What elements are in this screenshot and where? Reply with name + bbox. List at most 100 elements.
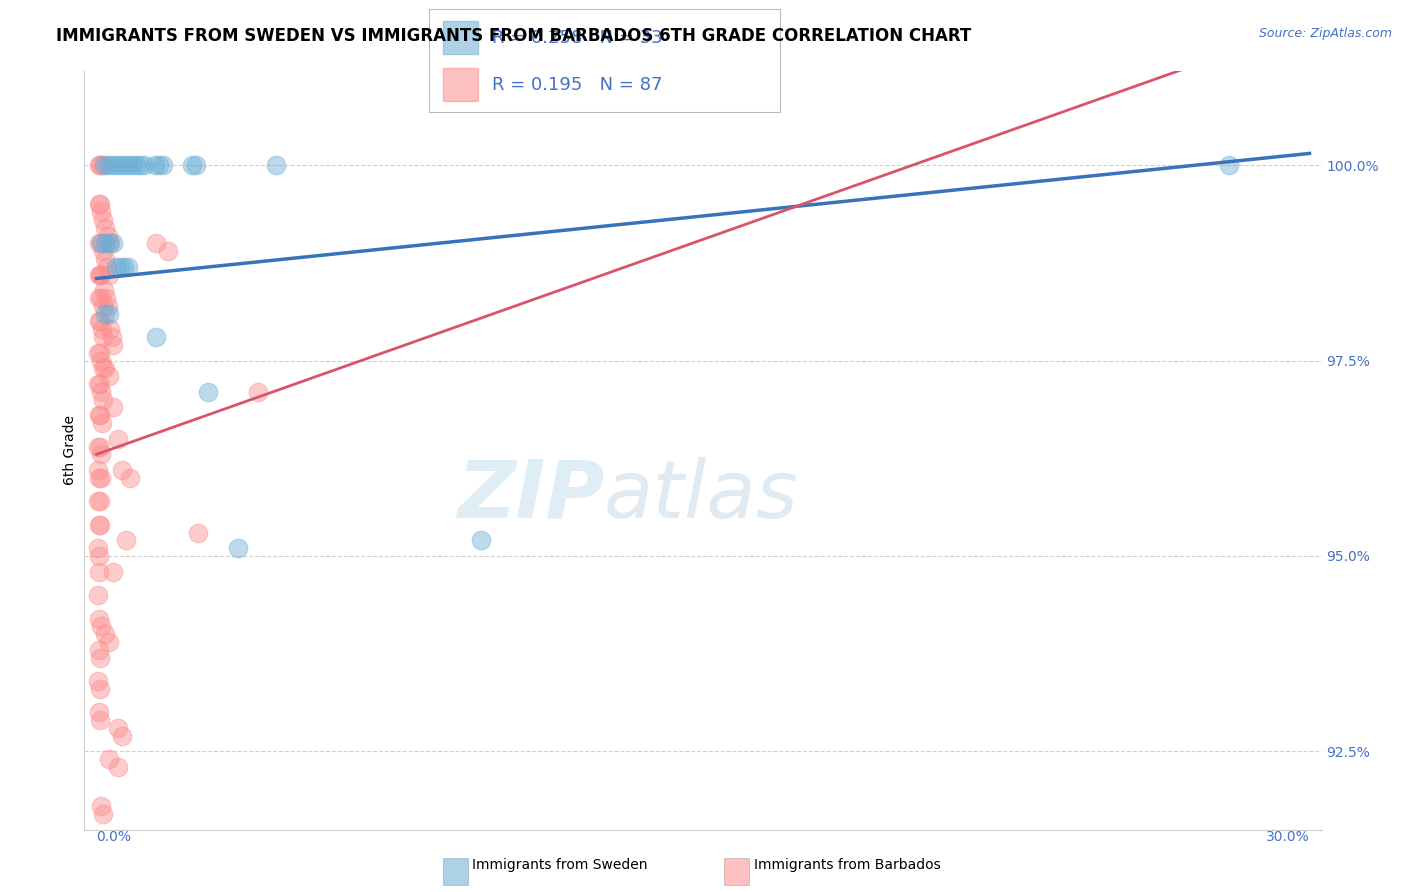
- Point: [98, 236, 121, 251]
- Point: [103, 338, 125, 352]
- Point: [145, 330, 167, 344]
- Point: [89, 713, 111, 727]
- Point: [91, 299, 114, 313]
- Text: R = 0.258   N = 33: R = 0.258 N = 33: [492, 29, 662, 46]
- Point: [90, 236, 112, 251]
- Point: [117, 158, 139, 172]
- Point: [187, 525, 209, 540]
- Point: [121, 158, 143, 172]
- Point: [87, 409, 110, 423]
- Point: [89, 517, 111, 532]
- Point: [98, 322, 121, 336]
- Point: [87, 236, 110, 251]
- Point: [98, 752, 121, 766]
- Text: R = 0.195   N = 87: R = 0.195 N = 87: [492, 76, 662, 94]
- Point: [90, 471, 112, 485]
- Point: [89, 494, 111, 508]
- Point: [152, 158, 174, 172]
- Point: [89, 158, 111, 172]
- Point: [91, 212, 114, 227]
- Point: [89, 681, 111, 696]
- Point: [93, 158, 115, 172]
- Point: [94, 307, 117, 321]
- Point: [87, 291, 110, 305]
- Text: Immigrants from Sweden: Immigrants from Sweden: [472, 858, 648, 872]
- Point: [89, 268, 111, 282]
- Point: [114, 533, 136, 548]
- Point: [90, 353, 112, 368]
- Point: [94, 361, 117, 376]
- Point: [90, 384, 112, 399]
- Point: [98, 369, 121, 384]
- Point: [87, 345, 110, 359]
- Point: [90, 158, 112, 172]
- Point: [93, 252, 115, 266]
- Point: [93, 806, 115, 821]
- Point: [87, 588, 110, 602]
- Text: ZIP: ZIP: [457, 457, 605, 535]
- Point: [118, 471, 141, 485]
- Point: [101, 330, 124, 344]
- Point: [247, 384, 270, 399]
- Point: [104, 260, 127, 274]
- Point: [87, 268, 110, 282]
- Point: [103, 565, 125, 579]
- Point: [470, 533, 492, 548]
- Text: Source: ZipAtlas.com: Source: ZipAtlas.com: [1258, 27, 1392, 40]
- Point: [266, 158, 288, 172]
- Point: [87, 517, 110, 532]
- Point: [180, 158, 202, 172]
- Point: [110, 463, 132, 477]
- Point: [90, 291, 112, 305]
- Point: [87, 314, 110, 328]
- Point: [184, 158, 207, 172]
- Point: [91, 392, 114, 407]
- Point: [112, 158, 135, 172]
- Text: Immigrants from Barbados: Immigrants from Barbados: [754, 858, 941, 872]
- Point: [112, 260, 135, 274]
- FancyBboxPatch shape: [443, 69, 478, 101]
- Point: [97, 268, 120, 282]
- Point: [90, 447, 112, 461]
- Point: [108, 158, 131, 172]
- Point: [89, 409, 111, 423]
- Point: [107, 721, 129, 735]
- Point: [97, 228, 120, 243]
- Point: [87, 674, 110, 689]
- Point: [89, 650, 111, 665]
- Point: [157, 244, 180, 259]
- Point: [98, 635, 121, 649]
- Point: [117, 260, 139, 274]
- Point: [89, 377, 111, 392]
- Point: [103, 401, 125, 415]
- Point: [87, 565, 110, 579]
- Point: [93, 330, 115, 344]
- Point: [97, 158, 120, 172]
- Point: [90, 268, 112, 282]
- Point: [94, 220, 117, 235]
- Point: [97, 299, 120, 313]
- Point: [89, 314, 111, 328]
- Point: [87, 706, 110, 720]
- Point: [87, 197, 110, 211]
- Point: [197, 384, 219, 399]
- Point: [108, 260, 131, 274]
- Text: atlas: atlas: [605, 457, 799, 535]
- Point: [90, 799, 112, 814]
- Point: [89, 549, 111, 563]
- Point: [89, 197, 111, 211]
- Point: [91, 361, 114, 376]
- Point: [91, 244, 114, 259]
- Point: [104, 158, 127, 172]
- Point: [107, 760, 129, 774]
- Point: [87, 158, 110, 172]
- Y-axis label: 6th Grade: 6th Grade: [63, 416, 77, 485]
- Point: [145, 236, 167, 251]
- Point: [87, 541, 110, 556]
- Point: [125, 158, 148, 172]
- Point: [101, 158, 124, 172]
- Point: [90, 416, 112, 430]
- Point: [226, 541, 249, 556]
- Point: [107, 432, 129, 446]
- Point: [90, 322, 112, 336]
